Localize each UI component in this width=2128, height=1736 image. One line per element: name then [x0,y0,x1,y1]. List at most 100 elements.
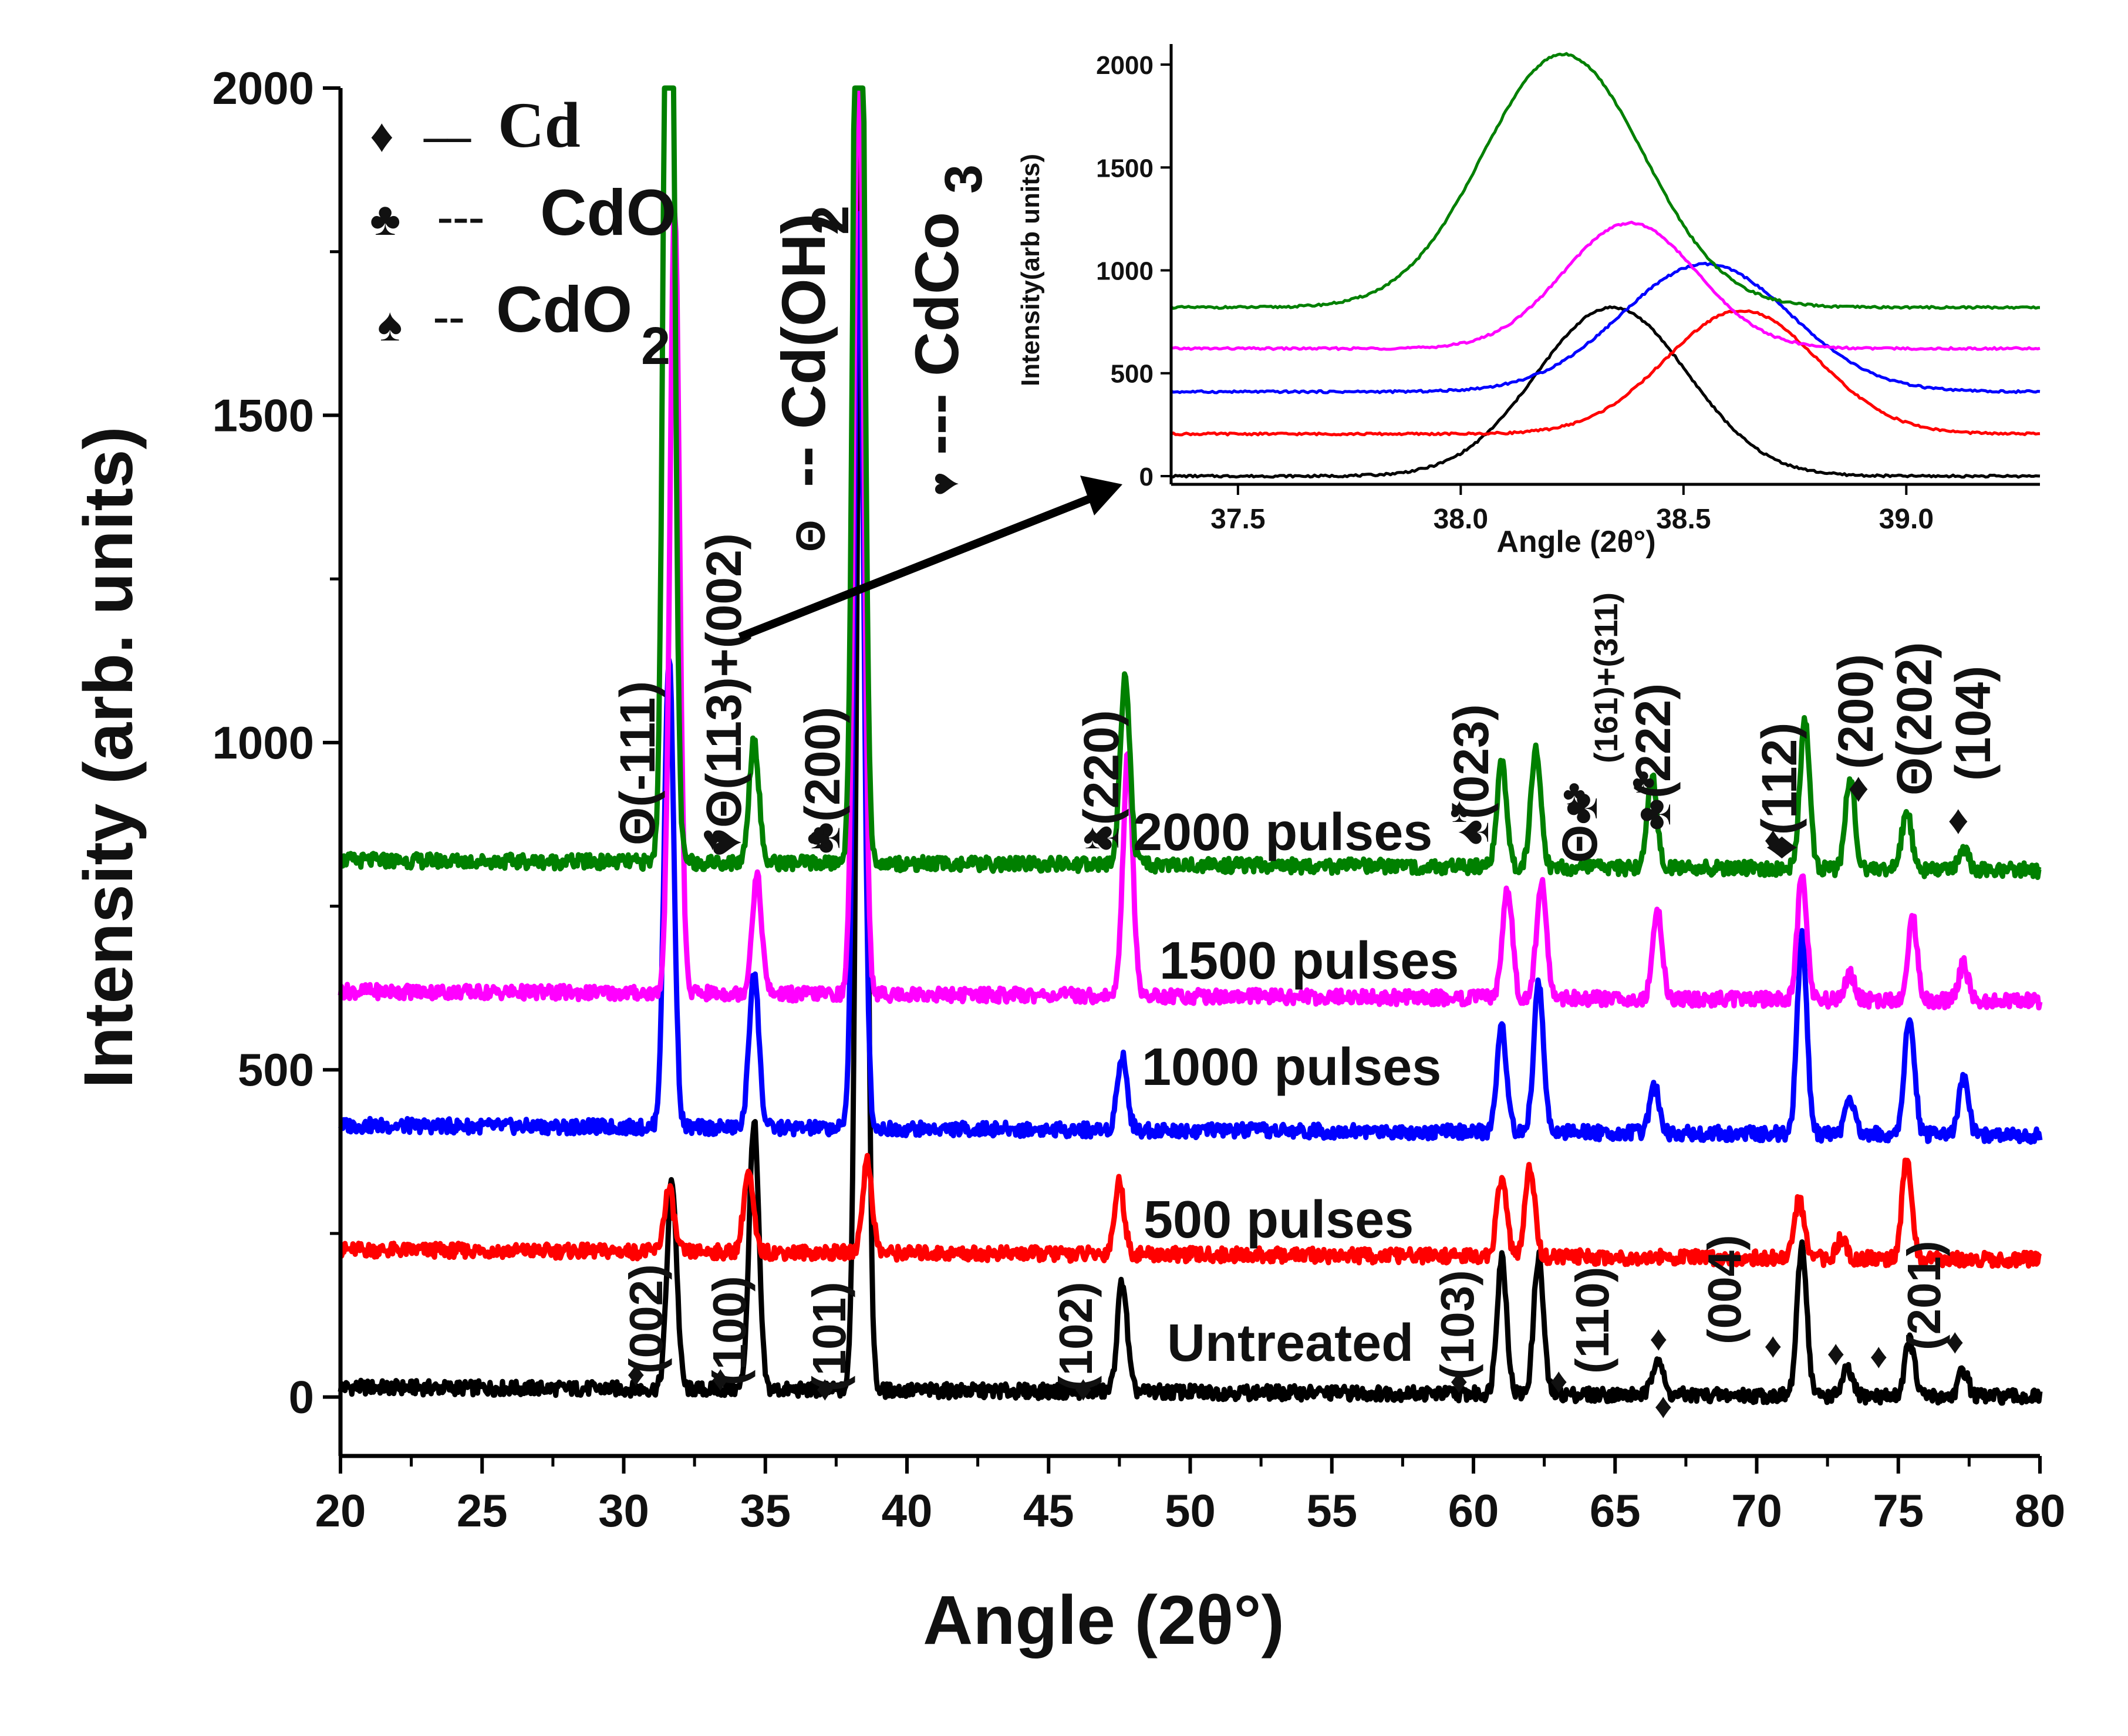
hkl-label: ♥Θ(113)+(002) [696,533,751,857]
series-label-untreated: Untreated [1167,1314,1414,1373]
diamond-icon: ♦ [816,1369,834,1408]
x-tick-label: 50 [1165,1485,1216,1536]
series-line-2000-pulses [338,85,2042,880]
x-tick-label: 30 [598,1485,649,1536]
hkl-label: (002) [620,1264,672,1374]
hkl-label: (103) [1431,1270,1483,1380]
inset-series-line-untreated [1171,305,2041,479]
series-label-2000: 2000 pulses [1133,803,1432,862]
hkl-label: ♣(222) [1625,683,1681,831]
inset-x-tick-label: 39.0 [1879,504,1934,535]
diamond-icon: ♦ [627,1354,645,1393]
hkl-label: (104) [1945,666,2001,781]
inset-x-tick-label: 38.0 [1434,504,1488,535]
legend-text-cd: Cd [498,89,581,161]
series-line-1000-pulses [338,211,2043,1145]
hkl-label: (110) [1566,1267,1618,1374]
diamond-icon: ♦ [1654,1387,1672,1425]
diamond-icon: ♦ [1870,1337,1888,1376]
spade-icon: ♠ [377,299,403,351]
inset-arrow [738,476,1122,641]
inset-y-tick-label: 2000 [1096,51,1154,80]
legend-item-cdo2: ♠ -- CdO 2 [377,274,670,376]
legend-sub-cdo2: 2 [641,317,670,376]
hkl-label: ♠(220) [1074,710,1129,851]
main-axes [323,86,2042,1474]
legend-text-cdco3: --- CdCo [903,212,972,455]
y-tick-label: 2000 [212,62,314,114]
x-tick-label: 65 [1590,1485,1641,1536]
legend-text-cdoh2: -- Cd(OH) [770,213,838,487]
inset-y-tick-label: 0 [1139,463,1154,491]
inset-x-axis-title: Angle (2θ°) [1496,525,1655,559]
hkl-label: ♦(112) [1752,723,1807,860]
spade-icon: ♠ [1083,817,1102,856]
club-icon: ♣ [370,194,401,245]
heart-icon: ♥ [922,471,967,496]
hkl-annotations-bottom: (002) (100) (101) (102) (103) (110) (004… [620,1235,1950,1391]
diamond-icon: ♦ [1946,1322,1964,1361]
diamond-icon: ♦ [1550,1361,1568,1400]
y-tick-label: 500 [238,1044,314,1095]
inset-series-line-1000-pulses [1170,261,2041,395]
x-tick-label: 55 [1306,1485,1357,1536]
inset-plot: 37.5 38.0 38.5 39.0 0 500 1000 1500 2000 Angle (… [1016,44,2041,559]
series-label-1500: 1500 pulses [1159,932,1459,990]
x-tick-label: 20 [315,1485,366,1536]
theta-icon: Θ [788,520,834,552]
y-axis-title: Intensity (arb. units) [70,426,147,1088]
hkl-label: ♣(200) [795,707,850,854]
y-tick-label: 1500 [212,389,314,441]
inset-series-line-2000-pulses [1170,52,2040,310]
hkl-label: (101) [803,1282,855,1391]
phase-legend: ♦ –– Cd ♣ --- CdO ♠ -- CdO 2 [370,89,676,376]
legend-dash-cdo: --- [437,191,484,242]
series-label-500: 500 pulses [1144,1191,1414,1249]
hkl-label: (200) [1828,654,1883,769]
series-line-untreated [338,106,2043,1406]
hkl-label: Θ(202) [1887,642,1942,795]
diamond-icon: ♦ [1827,1334,1845,1373]
legend-item-cd: ♦ –– Cd [370,89,581,162]
x-tick-label: 70 [1731,1485,1782,1536]
inset-series-line-1500-pulses [1171,220,2041,351]
legend-sub-cdoh2: 2 [801,205,860,235]
diamond-icon: ♦ [1074,1369,1092,1408]
legend-dash-cd: –– [423,110,471,162]
x-tick-label: 60 [1448,1485,1499,1536]
legend-dash-cdo2: -- [433,291,464,342]
inset-tick-labels: 37.5 38.0 38.5 39.0 0 500 1000 1500 2000 [1096,51,1934,535]
x-tick-label: 80 [2015,1485,2066,1536]
spade-icon: ♠ [1450,791,1469,830]
phase-markers: ♦ ♦ ♦ ♦ ♦ ♦ ♦ ♦ ♦ ♦ ♦ ♦ ♥ ♣ ♠ ♠ ♣ ♣ ♦ [627,761,1964,1425]
hkl-label: (161)+(311) [1587,592,1624,763]
diamond-icon: ♦ [711,1359,730,1398]
main-series-group [338,85,2043,1406]
x-tick-label: 40 [882,1485,933,1536]
diamond-icon: ♦ [1764,820,1782,859]
club-icon: ♣ [1632,761,1655,800]
legend-item-cdo: ♣ --- CdO [370,177,676,249]
hkl-label: ♠(023) [1444,704,1499,845]
x-tick-label: 25 [457,1485,508,1536]
y-tick-label: 1000 [212,717,314,768]
club-icon: ♣ [807,817,830,856]
hkl-label: ♦ [1848,766,1869,811]
legend-sub-cdco3: 3 [935,164,993,194]
hkl-label: (102) [1050,1282,1102,1391]
diamond-icon: ♦ [370,110,394,162]
hkl-label: ♦ [1948,798,1969,843]
inset-y-axis-title: Intensity(arb units) [1016,154,1045,386]
main-plot: 20 25 30 35 40 45 50 55 60 65 70 75 8005001000150020… [212,62,2065,1536]
hkl-label: Θ♣ [1552,793,1607,863]
inset-y-tick-label: 1500 [1096,154,1154,183]
series-line-1500-pulses [338,85,2043,1011]
hkl-label: (100) [703,1276,756,1386]
diamond-icon: ♦ [1764,1326,1782,1365]
main-tick-labels: 20 25 30 35 40 45 50 55 60 65 70 75 8005001000150020… [212,62,2065,1536]
x-axis-title: Angle (2θ°) [923,1582,1284,1659]
inset-x-tick-label: 37.5 [1210,504,1265,535]
heart-icon: ♥ [702,819,723,858]
diamond-icon: ♦ [1450,1361,1468,1400]
